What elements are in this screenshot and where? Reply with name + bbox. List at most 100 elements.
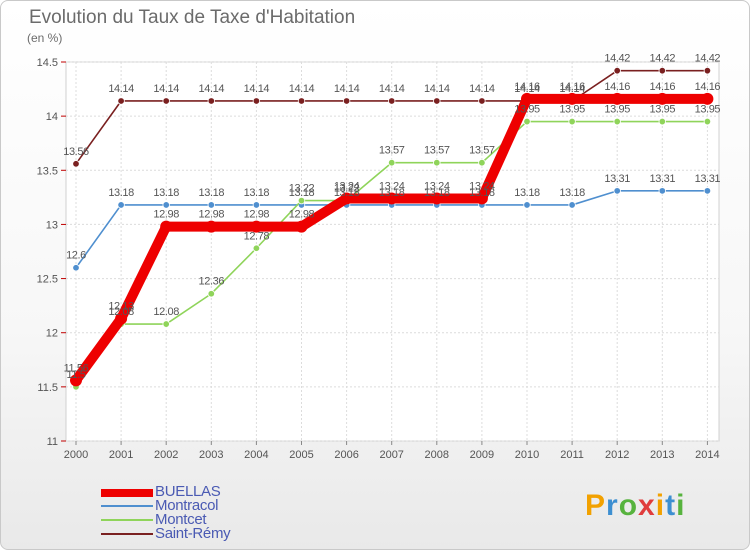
data-label: 14.16 [695, 81, 721, 93]
data-label: 14.16 [514, 81, 540, 93]
data-label: 12.6 [66, 250, 86, 262]
data-label: 13.56 [63, 146, 89, 158]
x-tick-label: 2002 [154, 449, 178, 461]
data-point [207, 97, 215, 105]
y-tick-label: 13 [46, 219, 58, 231]
data-label: 14.14 [289, 83, 315, 95]
data-point [388, 97, 396, 105]
data-point [523, 201, 531, 209]
data-label: 11.56 [64, 362, 89, 374]
data-label: 14.16 [559, 81, 585, 93]
data-point [613, 66, 621, 75]
legend-item-montcet: Montcet [101, 511, 301, 528]
data-label: 13.18 [559, 187, 585, 199]
data-point [115, 312, 128, 325]
data-point [703, 66, 712, 75]
data-label: 13.22 [289, 183, 315, 195]
data-label: 13.22 [334, 183, 360, 195]
logo-letter: i [655, 489, 666, 522]
y-tick-label: 14 [46, 111, 58, 123]
series-buellas [70, 92, 714, 387]
data-label: 14.16 [604, 81, 630, 93]
data-label: 13.95 [650, 104, 676, 116]
logo-letter: t [665, 489, 677, 522]
x-tick-label: 2013 [650, 449, 674, 461]
data-label: 12.08 [153, 306, 179, 318]
legend-swatch-montcet [101, 519, 153, 521]
data-point [162, 97, 170, 105]
data-label: 13.18 [153, 187, 179, 199]
data-label: 13.24 [334, 180, 360, 192]
x-tick-label: 2008 [425, 449, 449, 461]
data-point [568, 201, 576, 209]
data-label: 14.14 [153, 83, 179, 95]
data-point [207, 290, 215, 298]
data-label: 13.18 [469, 187, 495, 199]
data-point [613, 187, 621, 195]
x-tick-label: 2011 [560, 449, 584, 461]
data-label: 14.14 [244, 83, 270, 95]
data-label: 14.14 [108, 83, 134, 95]
legend-label-saint-remy: Saint-Rémy [155, 525, 231, 542]
data-point [162, 320, 170, 328]
legend-label-montcet: Montcet [155, 511, 207, 528]
x-tick-label: 2005 [289, 449, 313, 461]
legend-label-buellas: BUELLAS [155, 483, 221, 500]
data-label: 14.16 [650, 81, 676, 93]
data-point [475, 192, 488, 205]
data-label: 13.24 [424, 180, 450, 192]
data-label: 13.95 [559, 104, 585, 116]
data-point [385, 192, 398, 205]
data-point [117, 97, 125, 105]
data-label: 14.14 [199, 83, 225, 95]
y-tick-label: 12 [46, 328, 58, 340]
legend-item-saint-remy: Saint-Rémy [101, 525, 301, 542]
data-point [433, 159, 441, 167]
legend-item-buellas: BUELLAS [101, 483, 301, 500]
data-point [252, 244, 261, 252]
data-label: 14.14 [379, 83, 405, 95]
data-point [297, 97, 306, 105]
legend-swatch-saint-remy [101, 533, 153, 535]
data-point [478, 159, 486, 167]
data-point [658, 187, 666, 195]
x-tick-label: 2006 [334, 449, 358, 461]
data-label: 14.14 [334, 83, 360, 95]
data-label: 12.98 [244, 209, 270, 221]
data-point [611, 92, 624, 105]
data-label: 13.18 [514, 187, 540, 199]
x-tick-label: 2012 [605, 449, 629, 461]
data-label: 13.95 [514, 104, 540, 116]
data-point [388, 159, 396, 167]
plot-area [65, 61, 720, 442]
series-montracol [72, 187, 712, 272]
data-label: 13.31 [695, 173, 721, 185]
y-tick-label: 11 [47, 436, 58, 448]
y-tick-label: 11.5 [37, 382, 58, 394]
data-point [117, 201, 125, 209]
data-point [658, 66, 666, 75]
y-tick-label: 14.5 [37, 57, 58, 69]
series-saint-r-my [72, 66, 712, 168]
proxiti-logo: Proxiti [585, 489, 685, 523]
x-tick-label: 2007 [379, 449, 403, 461]
data-label: 12.98 [289, 209, 315, 221]
data-label: 13.18 [244, 187, 270, 199]
data-point [703, 117, 712, 126]
data-point [656, 92, 669, 105]
data-point [160, 220, 173, 233]
data-point [70, 374, 82, 387]
data-point [340, 192, 353, 205]
y-axis-unit: (en %) [27, 31, 63, 45]
data-label: 14.14 [559, 83, 585, 95]
data-point [252, 97, 261, 105]
data-label: 13.95 [604, 104, 630, 116]
data-point [207, 201, 215, 209]
data-label: 12.36 [199, 276, 225, 288]
data-label: 13.18 [379, 187, 405, 199]
y-tick-label: 13.5 [37, 165, 58, 177]
data-point [295, 220, 308, 233]
data-point [523, 117, 531, 126]
data-label: 14.42 [650, 53, 676, 65]
